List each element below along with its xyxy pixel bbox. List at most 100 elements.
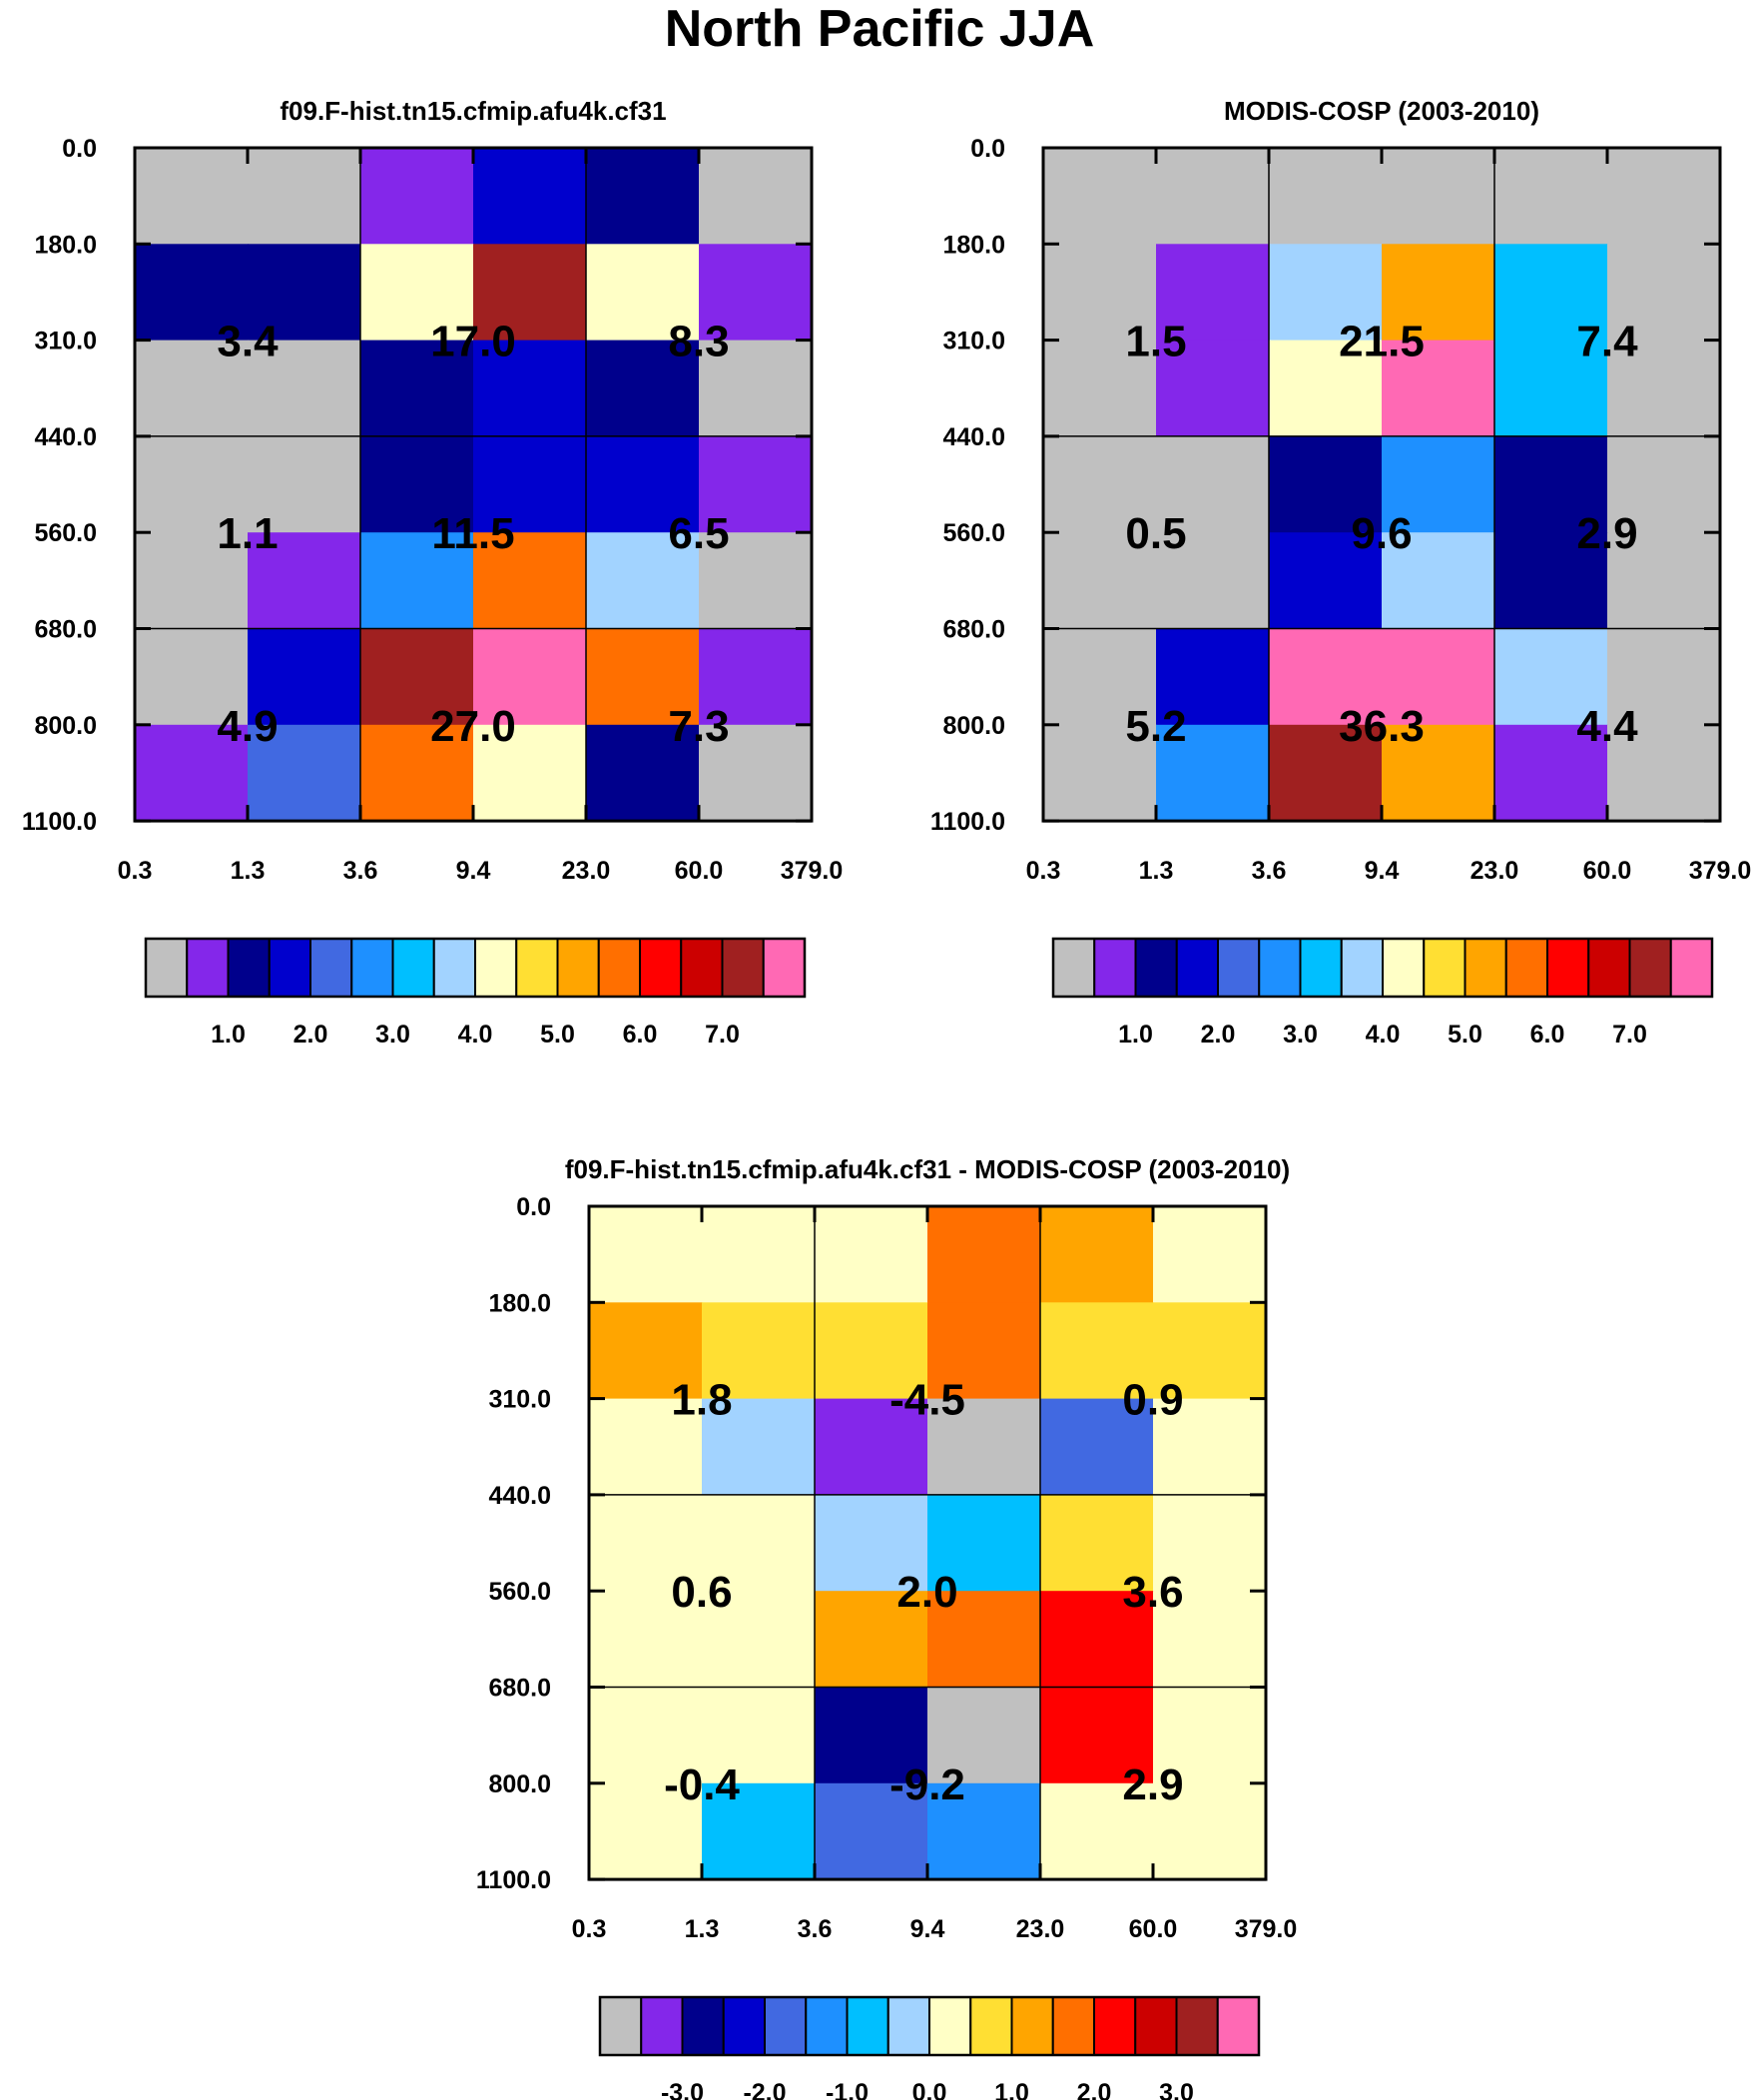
heatmap-cell xyxy=(586,724,700,822)
heatmap-cell xyxy=(699,532,813,630)
data-label: 2.0 xyxy=(896,1568,957,1617)
x-tick-label: 3.6 xyxy=(798,1915,833,1943)
heatmap-cell xyxy=(1043,628,1157,726)
heatmap-cell xyxy=(702,1302,816,1400)
heatmap-cell xyxy=(589,1782,703,1880)
heatmap-cell xyxy=(1153,1782,1267,1880)
heatmap-cell xyxy=(473,435,587,533)
heatmap-cell xyxy=(586,435,700,533)
heatmap-cell xyxy=(1382,244,1495,342)
heatmap-cell xyxy=(1269,148,1383,245)
colorbar-label: 5.0 xyxy=(1448,1021,1482,1049)
panel-title: f09.F-hist.tn15.cfmip.afu4k.cf31 - MODIS… xyxy=(565,1154,1290,1184)
heatmap-cell xyxy=(699,724,813,822)
heatmap-cell xyxy=(1382,435,1495,533)
colorbar-label: 1.0 xyxy=(994,2079,1029,2100)
heatmap-cell xyxy=(927,1591,1041,1689)
heatmap-cell xyxy=(815,1591,928,1689)
colorbar-box xyxy=(1546,938,1590,998)
colorbar-box xyxy=(805,1996,849,2056)
colorbar-label: -3.0 xyxy=(661,2079,704,2100)
heatmap-cell xyxy=(1156,244,1270,342)
colorbar-box xyxy=(1052,938,1096,998)
heatmap-cell xyxy=(1040,1494,1154,1592)
heatmap-cell xyxy=(589,1591,703,1689)
heatmap-cell xyxy=(1156,435,1270,533)
heatmap-cell xyxy=(1269,628,1383,726)
colorbar-box xyxy=(764,1996,808,2056)
heatmap-cell xyxy=(589,1687,703,1784)
y-tick-label: 180.0 xyxy=(488,1289,551,1317)
heatmap-cell xyxy=(1156,340,1270,437)
colorbar-label: 3.0 xyxy=(1283,1021,1318,1049)
colorbar-box xyxy=(639,938,683,998)
y-tick-label: 310.0 xyxy=(942,328,1005,355)
x-tick-label: 0.3 xyxy=(1026,857,1061,885)
heatmap-cell xyxy=(586,628,700,726)
heatmap-cell xyxy=(1153,1687,1267,1784)
heatmap-cell xyxy=(1040,1782,1154,1880)
heatmap-cell xyxy=(1040,1206,1154,1303)
colorbar-label: 2.0 xyxy=(293,1021,328,1049)
colorbar-box xyxy=(1587,938,1631,998)
y-tick-label: 560.0 xyxy=(34,519,97,547)
data-label: -0.4 xyxy=(664,1760,740,1809)
colorbar-label: 4.0 xyxy=(1366,1021,1401,1049)
heatmap-cell xyxy=(702,1782,816,1880)
heatmap-cell xyxy=(1494,724,1608,822)
heatmap-cell xyxy=(1043,724,1157,822)
heatmap-cell xyxy=(473,340,587,437)
y-tick-label: 560.0 xyxy=(488,1578,551,1606)
heatmap-cell xyxy=(1043,148,1157,245)
y-tick-label: 1100.0 xyxy=(930,808,1005,836)
colorbar-box xyxy=(722,1996,766,2056)
heatmap-cell xyxy=(815,1687,928,1784)
heatmap-cell xyxy=(1382,340,1495,437)
heatmap-cell xyxy=(1382,724,1495,822)
heatmap-cell xyxy=(1607,628,1721,726)
x-tick-label: 23.0 xyxy=(1470,857,1519,885)
colorbar-box xyxy=(1216,1996,1260,2056)
x-tick-label: 60.0 xyxy=(675,857,724,885)
panel-difference: f09.F-hist.tn15.cfmip.afu4k.cf31 - MODIS… xyxy=(476,1154,1297,2100)
heatmap-cell xyxy=(360,628,474,726)
colorbar-box xyxy=(1382,938,1426,998)
heatmap-cell xyxy=(815,1494,928,1592)
data-label: 0.5 xyxy=(1125,509,1186,558)
colorbar-label: -1.0 xyxy=(826,2079,869,2100)
heatmap-cell xyxy=(589,1398,703,1496)
data-label: 2.9 xyxy=(1122,1760,1183,1809)
x-tick-label: 1.3 xyxy=(231,857,266,885)
colorbar-label: 1.0 xyxy=(211,1021,246,1049)
heatmap-cell xyxy=(1607,244,1721,342)
heatmap-cell xyxy=(135,724,249,822)
heatmap-cell xyxy=(473,148,587,245)
heatmap-cell xyxy=(815,1782,928,1880)
heatmap-cell xyxy=(699,148,813,245)
heatmap-cell xyxy=(1494,148,1608,245)
heatmap-cell xyxy=(1607,724,1721,822)
colorbar-label: 7.0 xyxy=(1612,1021,1647,1049)
heatmap-cell xyxy=(473,532,587,630)
data-label: -9.2 xyxy=(889,1760,965,1809)
heatmap-cell xyxy=(135,435,249,533)
y-tick-label: 0.0 xyxy=(516,1193,551,1221)
x-tick-label: 23.0 xyxy=(1016,1915,1065,1943)
heatmap-cell xyxy=(248,532,361,630)
heatmap-cell xyxy=(360,244,474,342)
y-tick-label: 680.0 xyxy=(488,1675,551,1703)
heatmap-cell xyxy=(589,1302,703,1400)
heatmap-cell xyxy=(1156,628,1270,726)
x-tick-label: 23.0 xyxy=(562,857,611,885)
heatmap-cell xyxy=(135,628,249,726)
heatmap-cell xyxy=(815,1398,928,1496)
colorbar-box xyxy=(721,938,765,998)
heatmap-cell xyxy=(473,244,587,342)
heatmap-cell xyxy=(702,1206,816,1303)
data-label: 2.9 xyxy=(1576,509,1637,558)
heatmap-cell xyxy=(1269,435,1383,533)
colorbar-box xyxy=(556,938,600,998)
colorbar-box xyxy=(1258,938,1302,998)
data-label: 7.3 xyxy=(668,702,729,751)
heatmap-cell xyxy=(248,628,361,726)
